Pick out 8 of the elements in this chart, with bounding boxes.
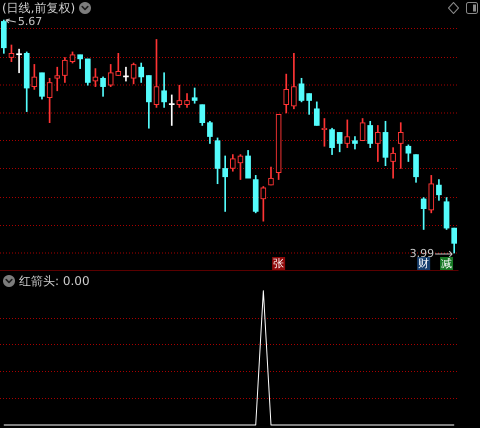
text: 财 [418,256,430,270]
text: 减 [441,256,452,270]
candlestick [352,136,358,150]
text: 张 [273,256,284,270]
candlestick [123,66,129,82]
chart-title: (日线,前复权) [2,1,76,15]
chart-title: 红箭头: 0.00 [19,274,90,288]
annotation: 5.67 [18,14,42,28]
